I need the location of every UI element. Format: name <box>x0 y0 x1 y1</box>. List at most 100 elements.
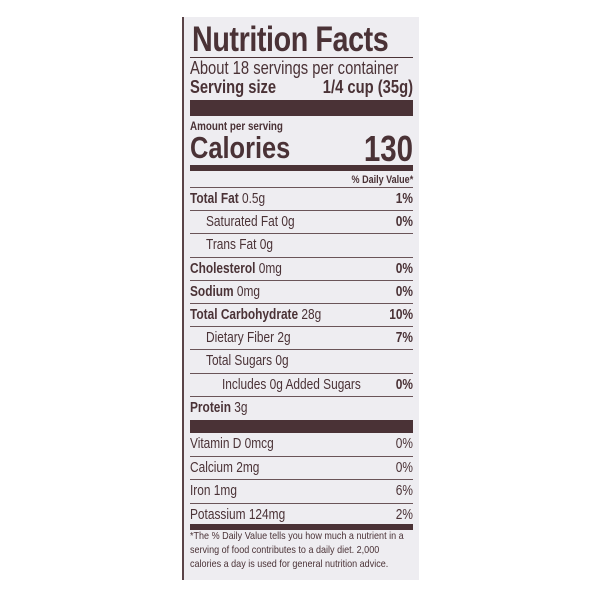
thick-divider <box>190 420 413 433</box>
daily-value-percent: 0% <box>392 281 413 303</box>
servings-per-container: About 18 servings per container <box>190 58 399 78</box>
daily-value-percent: 2% <box>392 504 413 526</box>
nutrient-text: Sodium 0mg <box>190 281 260 303</box>
serving-size-label: Serving size <box>190 77 277 97</box>
thick-divider <box>190 100 413 116</box>
vitamin-text: Vitamin D 0mcg <box>190 433 274 455</box>
daily-value-percent: 0% <box>392 433 413 455</box>
vitamin-label: Calcium <box>190 460 233 477</box>
serving-size: Serving size 1/4 cup (35g) <box>190 77 413 98</box>
nutrient-text: Includes 0g Added Sugars <box>222 374 361 396</box>
daily-value-text: 0% <box>395 376 413 393</box>
daily-value-text: 10% <box>389 306 413 323</box>
nutrient-label: Total Fat <box>190 191 239 207</box>
nutrient-label: Dietary Fiber <box>206 330 275 347</box>
nutrient-label: Total Carbohydrate <box>190 306 299 323</box>
vitamin-text: Calcium 2mg <box>190 457 259 479</box>
nutrient-name: Total Sugars 0g <box>206 350 307 372</box>
nutrient-row: Total Sugars 0g <box>190 349 413 372</box>
nutrient-amount: 0g <box>259 237 273 254</box>
daily-value-header: % Daily Value* <box>351 174 413 186</box>
nutrient-name: Total Carbohydrate 28g <box>190 304 350 326</box>
nutrient-name: Protein 3g <box>190 397 260 419</box>
nutrient-row: Sodium 0mg 0% <box>190 279 413 303</box>
nutrient-name: Includes 0g Added Sugars <box>222 374 391 396</box>
medium-divider <box>190 524 413 530</box>
daily-value-text: 0% <box>395 283 413 300</box>
daily-value-text: 6% <box>395 483 413 500</box>
nutrient-label: Saturated Fat <box>206 214 279 231</box>
vitamin-name: Iron 1mg <box>190 480 247 502</box>
daily-value-text: 0% <box>395 460 413 477</box>
nutrient-text: Dietary Fiber 2g <box>206 327 291 349</box>
nutrient-name: Saturated Fat 0g <box>206 211 314 233</box>
nutrient-text: Protein 3g <box>190 397 248 419</box>
daily-value-text: 7% <box>395 330 413 347</box>
nutrient-amount: 28g <box>301 306 322 323</box>
nutrient-name: Total Fat 0.5g <box>190 188 282 210</box>
nutrient-amount: 0g <box>275 353 289 370</box>
nutrient-name: Trans Fat 0g <box>206 234 288 256</box>
medium-divider <box>190 165 413 171</box>
daily-value-text: 0% <box>395 214 413 231</box>
nutrient-amount: 0g <box>281 214 295 231</box>
nutrient-name: Cholesterol 0mg <box>190 258 302 280</box>
nutrient-row: Includes 0g Added Sugars 0% <box>190 372 413 396</box>
nutrient-amount: 2g <box>277 330 291 347</box>
nutrient-text: Saturated Fat 0g <box>206 211 295 233</box>
vitamin-name: Potassium 124mg <box>190 504 306 526</box>
vitamin-row: Potassium 124mg 2% <box>190 502 413 526</box>
nutrient-row: Trans Fat 0g <box>190 233 413 256</box>
vitamin-amount: 2mg <box>236 460 260 477</box>
nutrient-amount: 0.5g <box>241 191 266 207</box>
daily-value-text: 2% <box>395 506 413 523</box>
nutrient-name: Sodium 0mg <box>190 281 275 303</box>
vitamin-label: Potassium <box>190 506 246 523</box>
nutrient-text: Cholesterol 0mg <box>190 258 282 280</box>
nutrient-text: Total Sugars 0g <box>206 350 289 372</box>
daily-value-percent: 1% <box>392 188 413 210</box>
daily-value-text: 0% <box>395 260 413 277</box>
daily-value-percent: 6% <box>392 480 413 502</box>
vitamin-amount: 1mg <box>213 483 237 500</box>
daily-value-percent: 0% <box>392 258 413 280</box>
vitamin-text: Iron 1mg <box>190 480 237 502</box>
nutrient-name: Dietary Fiber 2g <box>206 327 309 349</box>
daily-value-percent: 0% <box>392 374 413 396</box>
vitamin-row: Calcium 2mg 0% <box>190 456 413 479</box>
nutrient-text: Trans Fat 0g <box>206 234 273 256</box>
calories-label: Calories <box>190 130 291 165</box>
nutrition-facts-label: Nutrition Facts About 18 servings per co… <box>182 17 419 580</box>
calories-value: 130 <box>363 128 413 169</box>
nutrient-amount: 0mg <box>236 283 261 300</box>
nutrient-label: Trans Fat <box>206 237 257 254</box>
label-title: Nutrition Facts <box>192 20 389 59</box>
divider <box>190 57 413 58</box>
vitamin-text: Potassium 124mg <box>190 504 285 526</box>
amount-per-serving: Amount per serving <box>190 119 283 133</box>
vitamin-row: Vitamin D 0mcg 0% <box>190 433 413 456</box>
nutrient-row: Dietary Fiber 2g 7% <box>190 326 413 349</box>
vitamin-amount: 0mcg <box>244 436 274 452</box>
nutrient-label: Total Sugars <box>206 353 273 370</box>
vitamin-name: Calcium 2mg <box>190 457 275 479</box>
nutrient-row: Cholesterol 0mg 0% <box>190 256 413 280</box>
nutrient-rows: Total Fat 0.5g 1% Saturated Fat 0g 0% Trans … <box>190 187 413 419</box>
footnote: *The % Daily Value tells you how much a … <box>190 530 404 570</box>
nutrient-row: Total Fat 0.5g 1% <box>190 187 413 210</box>
daily-value-percent: 10% <box>384 304 413 326</box>
vitamin-label: Iron <box>190 483 211 500</box>
nutrient-amount: 0mg <box>258 260 282 277</box>
vitamin-name: Vitamin D 0mcg <box>190 433 292 455</box>
vitamin-rows: Vitamin D 0mcg 0% Calcium 2mg 0% Iron 1mg 6% P… <box>190 433 413 526</box>
serving-size-value: 1/4 cup (35g) <box>322 77 413 97</box>
daily-value-percent: 0% <box>392 211 413 233</box>
vitamin-amount: 124mg <box>248 506 286 523</box>
nutrient-text: Total Fat 0.5g <box>190 188 265 210</box>
nutrient-label: Protein <box>190 399 231 416</box>
nutrient-row: Saturated Fat 0g 0% <box>190 210 413 233</box>
daily-value-text: 1% <box>395 191 413 207</box>
daily-value-percent: 0% <box>392 457 413 479</box>
nutrient-label: Cholesterol <box>190 260 256 277</box>
calories-row: Calories 130 <box>190 128 413 169</box>
